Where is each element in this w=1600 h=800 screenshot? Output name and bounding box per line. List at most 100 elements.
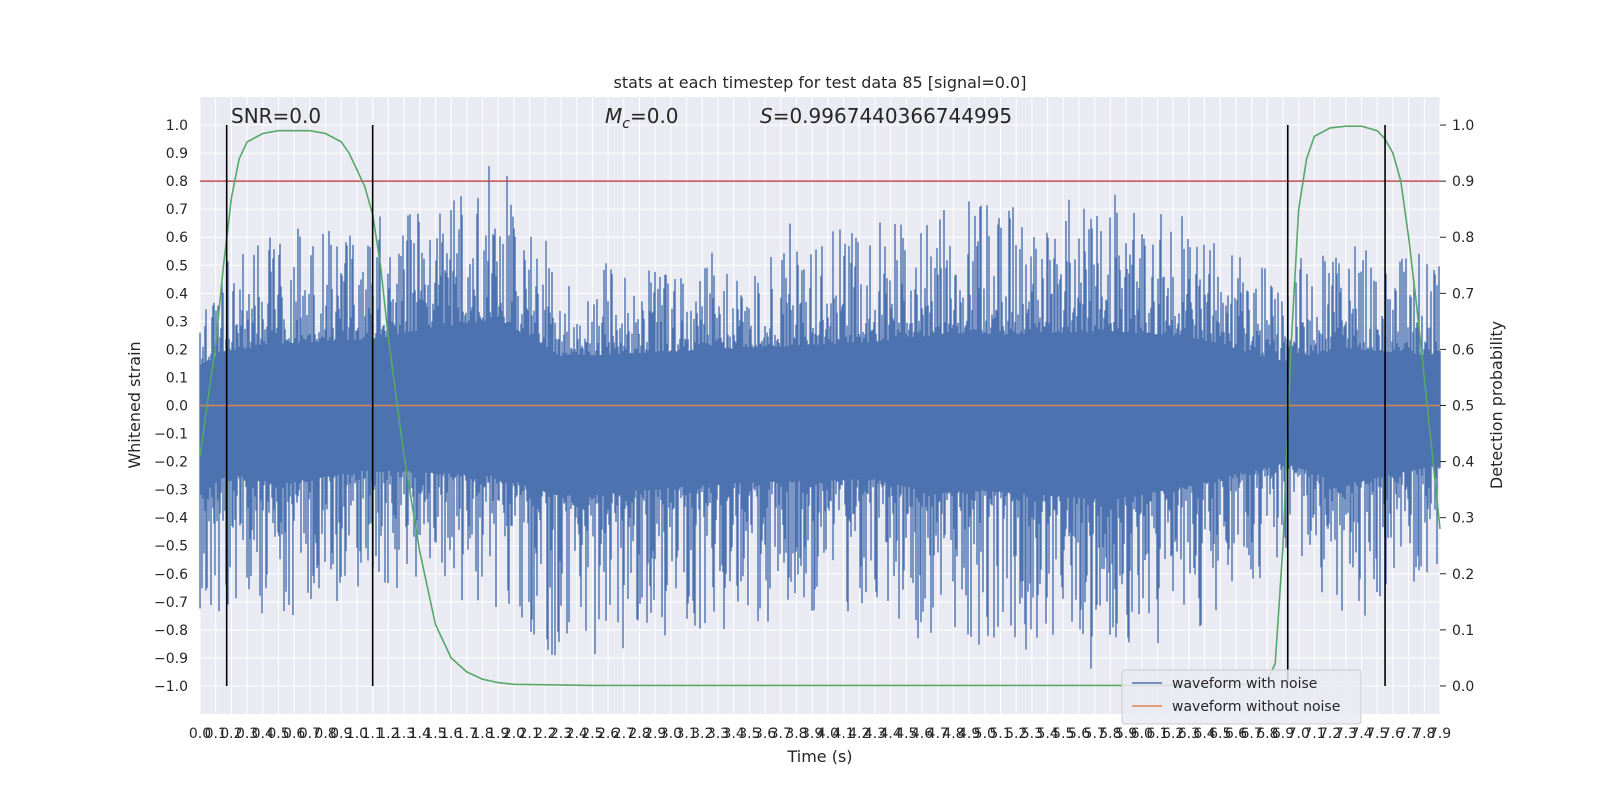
x-tick-label: 0.3	[236, 726, 258, 742]
y-tick-label-left: 0.4	[166, 286, 188, 302]
x-tick-label: 5.5	[1052, 726, 1074, 742]
y-tick-label-left: −0.7	[154, 595, 188, 611]
x-tick-label: 7.5	[1366, 726, 1388, 742]
x-tick-label: 3.3	[707, 726, 729, 742]
x-tick-label: 3.6	[754, 726, 776, 742]
x-tick-label: 0.2	[220, 726, 242, 742]
x-tick-label: 3.5	[738, 726, 760, 742]
x-tick-label: 3.9	[801, 726, 823, 742]
x-tick-label: 0.1	[205, 726, 227, 742]
x-tick-label: 1.5	[424, 726, 446, 742]
chirp-mass-annotation: Mc=0.0	[605, 104, 679, 132]
y-tick-label-left: −0.1	[154, 427, 188, 443]
x-tick-label: 6.0	[1131, 726, 1153, 742]
y-tick-label-right: 0.9	[1452, 174, 1474, 190]
x-tick-label: 7.6	[1382, 726, 1404, 742]
x-tick-label: 5.7	[1084, 726, 1106, 742]
x-tick-label: 1.0	[346, 726, 368, 742]
x-tick-label: 3.4	[723, 726, 745, 742]
legend-label-noise: waveform with noise	[1172, 676, 1317, 692]
x-tick-label: 4.8	[942, 726, 964, 742]
x-tick-label: 4.4	[880, 726, 902, 742]
y-axis-label-right: Detection probability	[1487, 321, 1506, 489]
y-tick-label-right: 0.5	[1452, 399, 1474, 415]
y-tick-label-left: −1.0	[154, 679, 188, 695]
x-tick-label: 5.2	[1005, 726, 1027, 742]
y-tick-label-left: 0.5	[166, 258, 188, 274]
y-tick-label-left: −0.6	[154, 567, 188, 583]
y-tick-label-right: 0.1	[1452, 623, 1474, 639]
y-tick-label-left: 0.3	[166, 314, 188, 330]
y-tick-label-left: −0.5	[154, 539, 188, 555]
x-tick-label: 7.1	[1303, 726, 1325, 742]
chart-title: stats at each timestep for test data 85 …	[614, 73, 1027, 92]
x-tick-label: 0.6	[283, 726, 305, 742]
vertical-markers	[225, 125, 1386, 686]
x-tick-label: 1.9	[487, 726, 509, 742]
x-tick-label: 7.7	[1397, 726, 1419, 742]
x-tick-label: 2.5	[581, 726, 603, 742]
x-tick-label: 3.2	[691, 726, 713, 742]
y-tick-label-left: 0.1	[166, 370, 188, 386]
y-tick-label-left: 0.0	[166, 399, 188, 415]
x-tick-label: 0.5	[267, 726, 289, 742]
y-tick-label-right: 0.7	[1452, 286, 1474, 302]
x-tick-label: 2.7	[613, 726, 635, 742]
y-tick-label-right: 0.4	[1452, 455, 1474, 471]
y-axis-label-left: Whitened strain	[125, 341, 144, 468]
series-lines	[199, 125, 1441, 687]
x-tick-label: 0.9	[330, 726, 352, 742]
x-tick-label: 5.9	[1115, 726, 1137, 742]
x-tick-label: 4.7	[927, 726, 949, 742]
x-tick-label: 6.6	[1225, 726, 1247, 742]
x-tick-label: 2.3	[550, 726, 572, 742]
x-tick-label: 6.1	[1146, 726, 1168, 742]
y-tick-label-left: 0.8	[166, 174, 188, 190]
x-tick-label: 2.4	[566, 726, 588, 742]
y-tick-label-right: 0.0	[1452, 679, 1474, 695]
x-tick-label: 6.2	[1162, 726, 1184, 742]
x-tick-label: 5.3	[1021, 726, 1043, 742]
x-tick-label: 2.6	[597, 726, 619, 742]
x-tick-label: 0.8	[314, 726, 336, 742]
x-tick-label: 4.3	[864, 726, 886, 742]
x-tick-label: 1.8	[471, 726, 493, 742]
x-tick-label: 0.4	[252, 726, 274, 742]
s-symbol: S	[760, 104, 773, 128]
x-tick-label: 1.1	[362, 726, 384, 742]
y-tick-label-left: 1.0	[166, 118, 188, 134]
x-tick-label: 6.8	[1256, 726, 1278, 742]
x-tick-label: 5.4	[1036, 726, 1058, 742]
x-tick-label: 0.0	[189, 726, 211, 742]
y-tick-label-left: 0.9	[166, 146, 188, 162]
x-tick-label: 4.0	[817, 726, 839, 742]
score-annotation: S=0.9967440366744995	[760, 104, 1012, 128]
x-tick-label: 6.4	[1193, 726, 1215, 742]
y-tick-label-right: 0.3	[1452, 511, 1474, 527]
x-tick-label: 1.3	[393, 726, 415, 742]
x-tick-label: 5.6	[1068, 726, 1090, 742]
s-value: =0.9967440366744995	[773, 104, 1012, 128]
y-tick-label-left: −0.3	[154, 483, 188, 499]
x-tick-label: 3.8	[785, 726, 807, 742]
x-tick-label: 4.5	[895, 726, 917, 742]
x-tick-label: 1.2	[377, 726, 399, 742]
x-tick-label: 1.6	[440, 726, 462, 742]
x-tick-label: 7.4	[1350, 726, 1372, 742]
y-tick-label-left: −0.8	[154, 623, 188, 639]
y-tick-label-left: −0.4	[154, 511, 188, 527]
x-tick-label: 7.3	[1335, 726, 1357, 742]
x-tick-label: 0.7	[299, 726, 321, 742]
x-tick-label: 7.0	[1288, 726, 1310, 742]
mc-symbol: M	[605, 104, 622, 128]
y-tick-label-left: −0.2	[154, 455, 188, 471]
tick-labels: 0.00.10.20.30.40.50.60.70.80.91.01.11.21…	[154, 118, 1474, 742]
snr-annotation: SNR=0.0	[231, 104, 321, 128]
x-tick-label: 6.5	[1209, 726, 1231, 742]
x-tick-label: 3.1	[675, 726, 697, 742]
y-tick-label-left: 0.7	[166, 202, 188, 218]
legend: waveform with noise waveform without noi…	[1121, 669, 1362, 725]
x-tick-label: 6.3	[1178, 726, 1200, 742]
x-tick-label: 2.0	[503, 726, 525, 742]
